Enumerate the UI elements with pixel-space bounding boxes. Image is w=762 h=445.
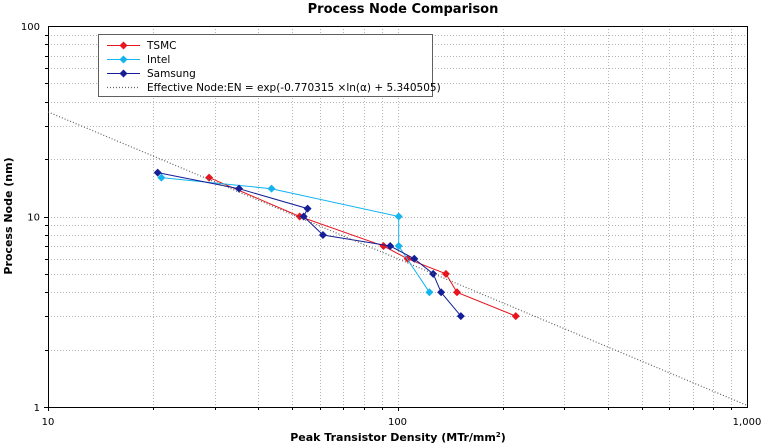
plot-frame [48, 26, 748, 408]
x-tick-label: 1,000 [733, 417, 762, 428]
data-point-intel [157, 173, 166, 182]
data-point-samsung [153, 168, 162, 177]
data-point-tsmc [511, 312, 520, 321]
y-tick-label: 100 [21, 22, 40, 33]
y-tick-label: 10 [27, 213, 40, 224]
data-point-samsung [303, 204, 312, 213]
trendline-effective-node [47, 111, 748, 406]
data-point-tsmc [205, 173, 214, 182]
legend-label-intel: Intel [147, 54, 170, 66]
series-line-intel [161, 177, 430, 293]
data-point-samsung [456, 312, 465, 321]
x-tick-label: 10 [42, 417, 55, 428]
data-point-samsung [410, 254, 419, 263]
data-point-intel [267, 184, 276, 193]
data-point-tsmc [441, 269, 450, 278]
series-layer [47, 111, 748, 406]
chart-title: Process Node Comparison [308, 2, 499, 17]
x-tick-label: 100 [388, 417, 407, 428]
data-point-samsung [437, 288, 446, 297]
data-point-samsung [386, 242, 395, 251]
series-line-samsung [157, 172, 462, 317]
data-point-samsung [299, 212, 308, 221]
data-point-intel [394, 242, 403, 251]
legend: TSMC Intel Samsung Effective Node:EN = exp(… [98, 34, 441, 97]
data-point-samsung [318, 230, 327, 239]
legend-label-effective-node: Effective Node:EN = exp(-0.770315 ×ln(α)… [147, 82, 441, 94]
y-tick-label: 1 [34, 403, 40, 414]
data-point-intel [394, 212, 403, 221]
data-point-tsmc [379, 242, 388, 251]
legend-marker-intel [119, 55, 128, 64]
legend-box [98, 34, 433, 97]
data-point-tsmc [453, 288, 462, 297]
legend-label-tsmc: TSMC [146, 40, 176, 52]
legend-marker-samsung [119, 69, 128, 78]
data-point-intel [425, 288, 434, 297]
legend-label-samsung: Samsung [147, 68, 196, 80]
x-axis-label: Peak Transistor Density (MTr/mm2) [290, 431, 506, 444]
legend-marker-tsmc [119, 41, 128, 50]
y-axis-label: Process Node (nm) [2, 157, 15, 274]
